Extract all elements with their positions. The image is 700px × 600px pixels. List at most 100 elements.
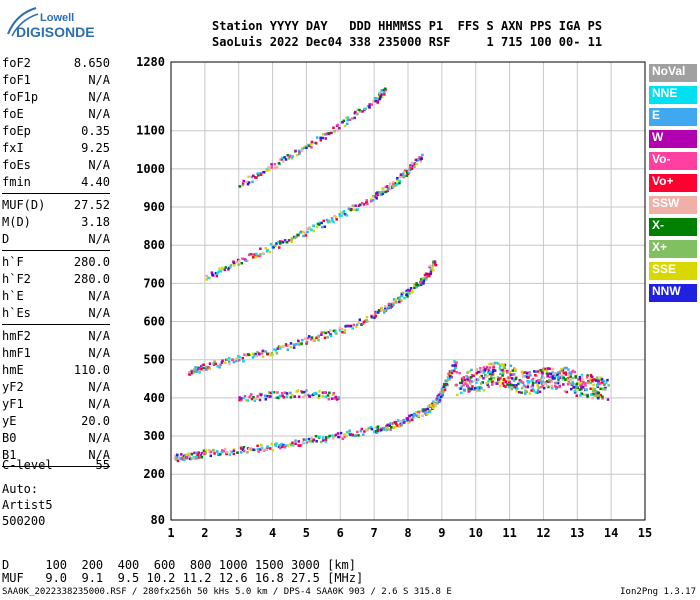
echo-point xyxy=(277,445,281,449)
echo-point xyxy=(541,375,544,379)
param-value: 110.0 xyxy=(73,363,110,377)
echo-point xyxy=(182,454,186,458)
echo-point xyxy=(192,371,196,375)
echo-point xyxy=(455,370,459,374)
echo-point xyxy=(239,397,243,400)
echo-point xyxy=(287,239,291,242)
echo-point xyxy=(173,457,177,460)
muf-value-row: MUF 9.0 9.1 9.5 10.2 11.2 12.6 16.8 27.5… xyxy=(2,571,364,585)
echo-point xyxy=(252,352,255,356)
param-separator xyxy=(2,193,110,197)
echo-point xyxy=(406,291,410,294)
echo-point xyxy=(200,451,204,455)
echo-point xyxy=(323,336,327,340)
echo-point xyxy=(215,274,219,278)
echo-point xyxy=(406,418,410,422)
header-line1: Station YYYY DAY DDD HHMMSS P1 FFS S AXN… xyxy=(212,19,603,33)
echo-point xyxy=(531,377,535,381)
echo-point xyxy=(486,368,489,371)
echo-point xyxy=(276,240,280,244)
echo-point xyxy=(269,353,273,357)
echo-point xyxy=(278,158,282,161)
echo-point xyxy=(455,393,459,397)
echo-point xyxy=(580,385,583,389)
echo-point xyxy=(300,342,303,345)
echo-point xyxy=(360,427,364,431)
echo-point xyxy=(392,298,396,301)
echo-point xyxy=(217,452,220,455)
echo-point xyxy=(388,182,392,185)
echo-point xyxy=(383,428,387,431)
echo-point xyxy=(341,330,344,334)
echo-point xyxy=(488,377,491,381)
echo-point xyxy=(586,394,589,397)
echo-point xyxy=(383,307,387,311)
echo-point xyxy=(313,338,317,341)
echo-point xyxy=(277,246,281,249)
echo-point xyxy=(301,147,304,150)
echo-point xyxy=(491,383,494,386)
echo-point xyxy=(536,391,539,394)
echo-point xyxy=(440,392,444,396)
echo-point xyxy=(517,390,521,394)
echo-point xyxy=(358,108,361,112)
echo-point xyxy=(318,435,321,438)
echo-point xyxy=(548,372,551,375)
param-row-fof1p: foF1p N/A xyxy=(2,89,110,106)
echo-point xyxy=(569,372,573,376)
param-label: MUF(D) xyxy=(2,198,46,212)
echo-point xyxy=(265,448,269,451)
echo-point xyxy=(373,316,376,319)
echo-point xyxy=(410,167,414,170)
echo-point xyxy=(205,274,208,278)
echo-point xyxy=(421,414,424,418)
echo-point xyxy=(502,371,505,375)
echo-point xyxy=(264,247,267,250)
echo-point xyxy=(527,382,530,386)
echo-point xyxy=(254,352,257,356)
echo-point xyxy=(470,368,473,372)
echo-point xyxy=(366,428,369,432)
echo-point xyxy=(579,379,583,382)
echo-point xyxy=(571,383,575,387)
echo-point xyxy=(310,336,314,339)
echo-point xyxy=(209,450,213,454)
echo-point xyxy=(409,164,412,167)
echo-point xyxy=(493,361,497,365)
y-tick-label: 80 xyxy=(151,513,165,527)
param-label: foEs xyxy=(2,158,31,172)
echo-point xyxy=(254,255,258,259)
echo-point xyxy=(313,141,316,145)
echo-point xyxy=(459,387,463,390)
echo-point xyxy=(330,216,334,220)
echo-point xyxy=(374,314,378,318)
echo-points xyxy=(173,87,610,463)
echo-point xyxy=(341,120,344,124)
echo-point xyxy=(195,368,199,372)
echo-point xyxy=(509,364,513,368)
echo-point xyxy=(330,397,334,400)
echo-point xyxy=(251,180,254,184)
echo-point xyxy=(557,378,560,381)
echo-point xyxy=(302,395,305,399)
echo-point xyxy=(373,430,376,433)
echo-point xyxy=(379,191,382,195)
echo-point xyxy=(455,383,458,387)
echo-point xyxy=(510,387,513,391)
echo-point xyxy=(232,448,236,451)
echo-point xyxy=(551,371,554,374)
echo-point xyxy=(290,240,293,243)
echo-point xyxy=(584,382,587,385)
echo-point xyxy=(190,371,194,375)
echo-point xyxy=(328,391,331,395)
legend-item-noval: NoVal xyxy=(649,64,697,82)
echo-point xyxy=(585,376,589,379)
echo-point xyxy=(591,387,595,390)
echo-point xyxy=(200,365,203,368)
echo-point xyxy=(177,457,180,460)
echo-point xyxy=(321,136,324,140)
echo-point xyxy=(342,212,346,215)
echo-point xyxy=(305,441,309,444)
echo-point xyxy=(422,408,425,411)
echo-point xyxy=(537,381,541,385)
